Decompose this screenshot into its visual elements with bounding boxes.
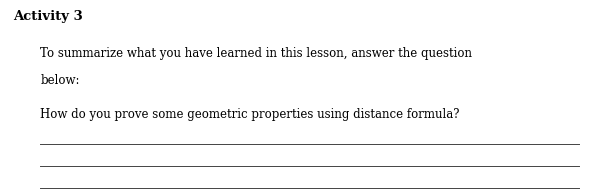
Text: Activity 3: Activity 3 (13, 10, 83, 23)
Text: below:: below: (40, 74, 80, 87)
Text: To summarize what you have learned in this lesson, answer the question: To summarize what you have learned in th… (40, 47, 472, 60)
Text: How do you prove some geometric properties using distance formula?: How do you prove some geometric properti… (40, 108, 460, 121)
